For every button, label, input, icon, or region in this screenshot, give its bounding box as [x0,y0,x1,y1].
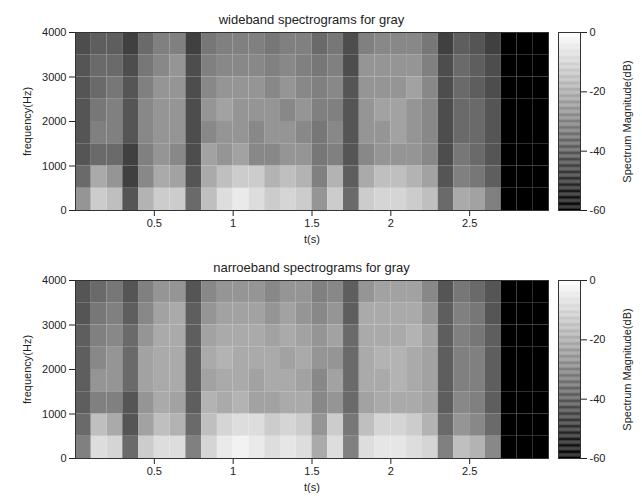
svg-text:1000: 1000 [42,160,66,172]
svg-text:2.5: 2.5 [462,465,477,477]
svg-text:frequency(Hz): frequency(Hz) [21,335,33,404]
svg-text:-60: -60 [590,204,606,216]
svg-text:0.5: 0.5 [147,217,162,229]
svg-text:2: 2 [388,465,394,477]
svg-text:4000: 4000 [42,26,66,38]
svg-text:2: 2 [388,217,394,229]
svg-text:t(s): t(s) [304,481,320,493]
svg-text:frequency(Hz): frequency(Hz) [21,87,33,156]
svg-text:-20: -20 [590,85,606,97]
svg-text:4000: 4000 [42,274,66,286]
html-text:narroeband spectrograms for gr: narroeband spectrograms for gray [213,260,410,275]
svg-text:3000: 3000 [42,71,66,83]
svg-text:-20: -20 [590,333,606,345]
svg-text:2000: 2000 [42,115,66,127]
svg-text:2000: 2000 [42,363,66,375]
svg-text:-60: -60 [590,452,606,464]
svg-text:t(s): t(s) [304,233,320,245]
svg-text:0: 0 [60,204,66,216]
svg-text:3000: 3000 [42,319,66,331]
html-text:wideband spectrograms for gray: wideband spectrograms for gray [218,12,405,27]
svg-text:-40: -40 [590,393,606,405]
svg-text:1000: 1000 [42,408,66,420]
svg-text:1.5: 1.5 [304,217,319,229]
svg-text:-40: -40 [590,145,606,157]
svg-text:1: 1 [230,217,236,229]
svg-text:0: 0 [60,452,66,464]
svg-text:1: 1 [230,465,236,477]
svg-text:1.5: 1.5 [304,465,319,477]
svg-text:Spectrum Magnitude(dB): Spectrum Magnitude(dB) [621,60,633,182]
svg-text:0: 0 [590,26,596,38]
svg-text:Spectrum Magnitude(dB): Spectrum Magnitude(dB) [621,308,633,430]
svg-text:2.5: 2.5 [462,217,477,229]
svg-text:0.5: 0.5 [147,465,162,477]
svg-text:0: 0 [590,274,596,286]
